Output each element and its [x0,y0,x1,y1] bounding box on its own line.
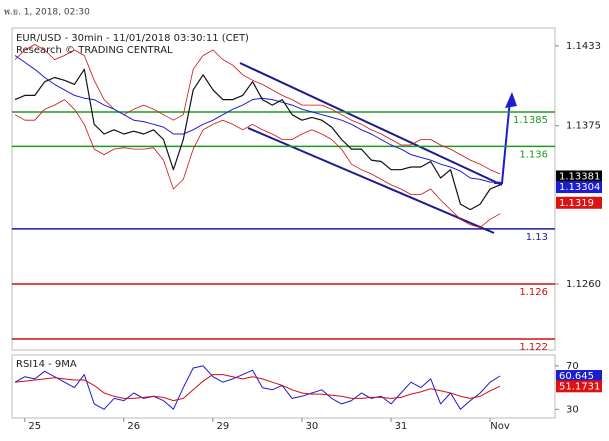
price-badge [556,370,602,383]
series-line [14,55,500,183]
channel-lower [247,127,495,234]
arrow-line [494,99,511,184]
x-tick-label: 30 [306,421,319,432]
y-tick-label: 1.1260 [566,279,601,290]
series-line [14,68,501,211]
y-tick-label: 70 [566,361,579,372]
series-line [14,44,501,175]
channel-upper [239,62,503,186]
chart-title: EUR/USD - 30min - 11/01/2018 03:30:11 (C… [16,33,249,44]
channel [239,62,503,234]
rsi-title: RSI14 - 9MA [16,359,77,370]
level-label: 1.1385 [513,115,548,126]
price-badge [556,170,602,183]
y-tick-label: 1.1375 [566,121,601,132]
series-line [14,99,501,228]
x-tick-label: 26 [127,421,140,432]
x-tick-label: 25 [28,421,41,432]
price-badge [556,181,602,194]
series-line [14,365,501,410]
x-tick-label: 31 [395,421,408,432]
price-badge [556,380,602,393]
price-badge-label: 1.1319 [559,198,594,209]
level-label: 1.136 [519,149,548,160]
price-badge-label: 60.645 [559,371,594,382]
series-line [14,374,501,402]
y-tick-label: 30 [566,404,579,415]
level-label: 1.13 [526,232,548,243]
rsi-panel [11,354,556,419]
level-label: 1.122 [519,342,548,353]
header-date: พ.ย. 1, 2018, 02:30 [4,8,90,18]
chart-subtitle: Research © TRADING CENTRAL [16,45,173,56]
price-badge [556,196,602,209]
y-tick-label: 1.1433 [566,41,601,52]
arrow-head [505,92,517,108]
x-tick-label: Nov [490,421,510,432]
level-label: 1.126 [519,287,548,298]
price-badge-label: 51.1731 [559,381,600,392]
forecast-arrow [494,92,517,184]
x-tick-label: 29 [216,421,229,432]
price-badge-label: 1.13304 [559,182,600,193]
price-badge-label: 1.13381 [559,171,600,182]
price-panel [11,27,556,351]
